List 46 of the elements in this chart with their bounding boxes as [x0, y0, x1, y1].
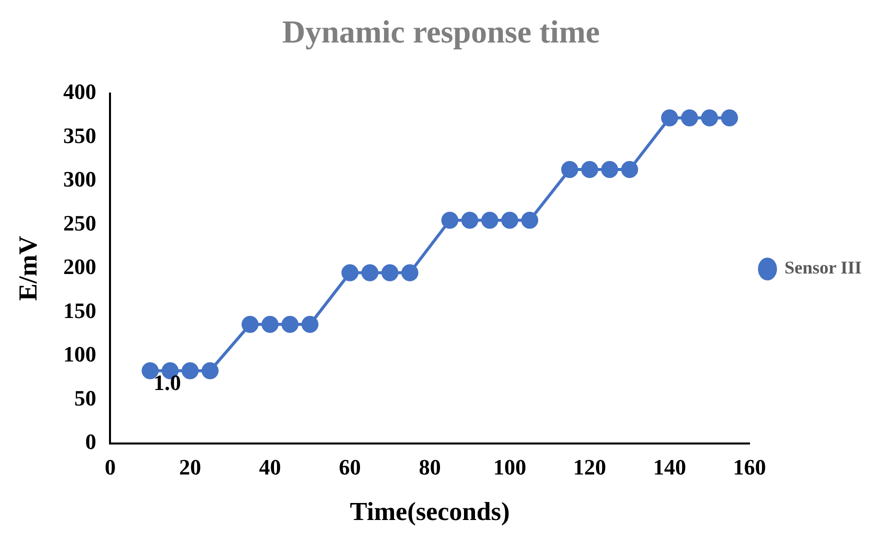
- point: [301, 316, 318, 333]
- y-tick-label: 150: [63, 298, 96, 323]
- x-tick-label: 60: [338, 454, 361, 480]
- y-tick-label: 200: [63, 254, 96, 280]
- annotation: 1.0: [153, 370, 181, 396]
- x-tick-label: 140: [653, 454, 686, 480]
- point: [701, 109, 718, 126]
- legend-label: Sensor III: [784, 258, 862, 278]
- x-tick-label: 100: [493, 454, 526, 480]
- point: [381, 264, 398, 282]
- point: [621, 161, 638, 178]
- x-tick-label: 80: [418, 454, 441, 480]
- y-axis-title: E/mV: [13, 236, 42, 301]
- point: [361, 264, 378, 282]
- y-tick-label: 350: [63, 122, 96, 148]
- point: [461, 212, 478, 229]
- point: [601, 161, 618, 178]
- point: [501, 212, 518, 229]
- point: [401, 264, 418, 282]
- x-tick-label: 20: [179, 454, 202, 480]
- point: [721, 109, 738, 126]
- x-axis-title: Time(seconds): [350, 497, 510, 526]
- point: [481, 212, 498, 229]
- point: [581, 161, 598, 178]
- point: [521, 212, 538, 229]
- point: [441, 212, 458, 229]
- point: [202, 362, 219, 380]
- point: [242, 316, 259, 333]
- x-tick-label: 0: [104, 454, 116, 480]
- x-tick-label: 120: [573, 454, 606, 480]
- point: [341, 264, 358, 282]
- point: [182, 362, 199, 380]
- y-tick-label: 300: [63, 166, 96, 192]
- y-tick-label: 400: [63, 79, 96, 104]
- point: [262, 316, 279, 333]
- y-tick-label: 0: [85, 429, 96, 454]
- x-tick-label: 160: [732, 454, 766, 480]
- point: [561, 161, 578, 178]
- point: [661, 109, 678, 126]
- point: [681, 109, 698, 126]
- point: [282, 316, 298, 333]
- chart-title: Dynamic response time: [282, 13, 600, 50]
- y-tick-label: 50: [74, 385, 96, 410]
- y-tick-label: 100: [63, 342, 96, 367]
- y-tick-label: 250: [63, 210, 96, 236]
- x-tick-label: 40: [259, 454, 282, 480]
